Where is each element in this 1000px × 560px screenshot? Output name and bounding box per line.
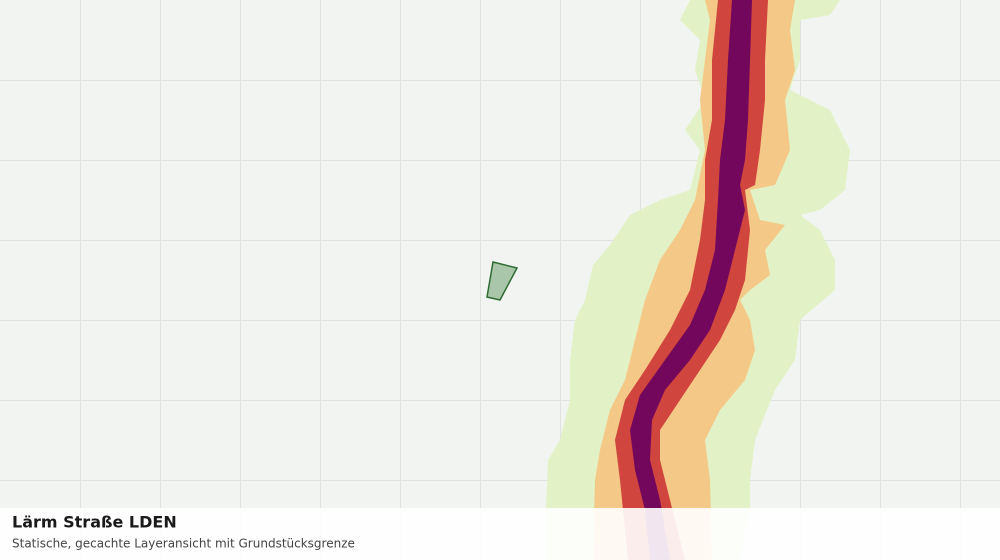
layer-title: Lärm Straße LDEN bbox=[12, 513, 177, 532]
parcel-boundary bbox=[486, 261, 519, 301]
noise-zone-very-high bbox=[630, 0, 752, 560]
caption-bar bbox=[0, 508, 1000, 560]
layer-subtitle: Statische, gecachte Layeransicht mit Gru… bbox=[12, 537, 355, 551]
